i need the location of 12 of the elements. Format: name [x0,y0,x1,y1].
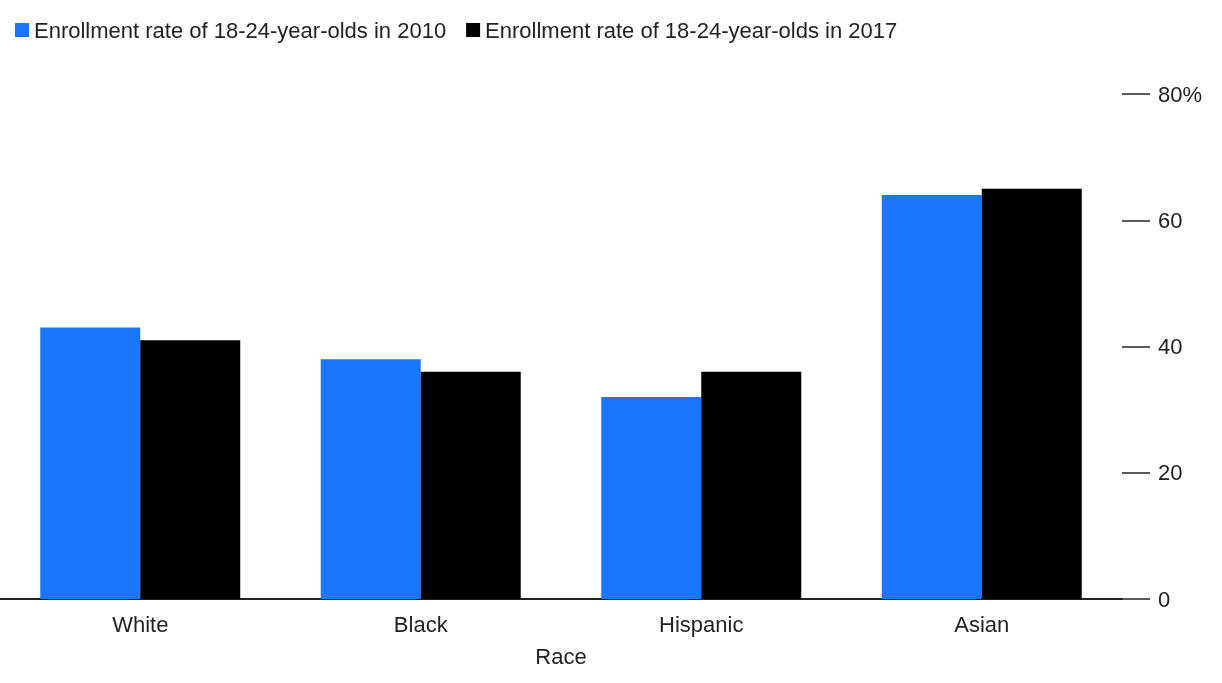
y-tick-label: 60 [1158,207,1183,233]
legend-label: Enrollment rate of 18-24-year-olds in 2010 [34,17,447,43]
legend-label: Enrollment rate of 18-24-year-olds in 2017 [485,17,898,43]
x-tick-label: Black [393,611,449,637]
y-tick-label: 20 [1158,460,1183,486]
x-tick-label: Asian [954,611,1010,637]
x-tick-label: Hispanic [659,611,744,637]
y-tick-label: 80% [1158,81,1203,107]
y-tick-label: 40 [1158,334,1183,359]
x-axis-title: Race [535,643,587,669]
y-tick-label: 0 [1158,586,1171,612]
x-tick-label: White [112,611,169,637]
